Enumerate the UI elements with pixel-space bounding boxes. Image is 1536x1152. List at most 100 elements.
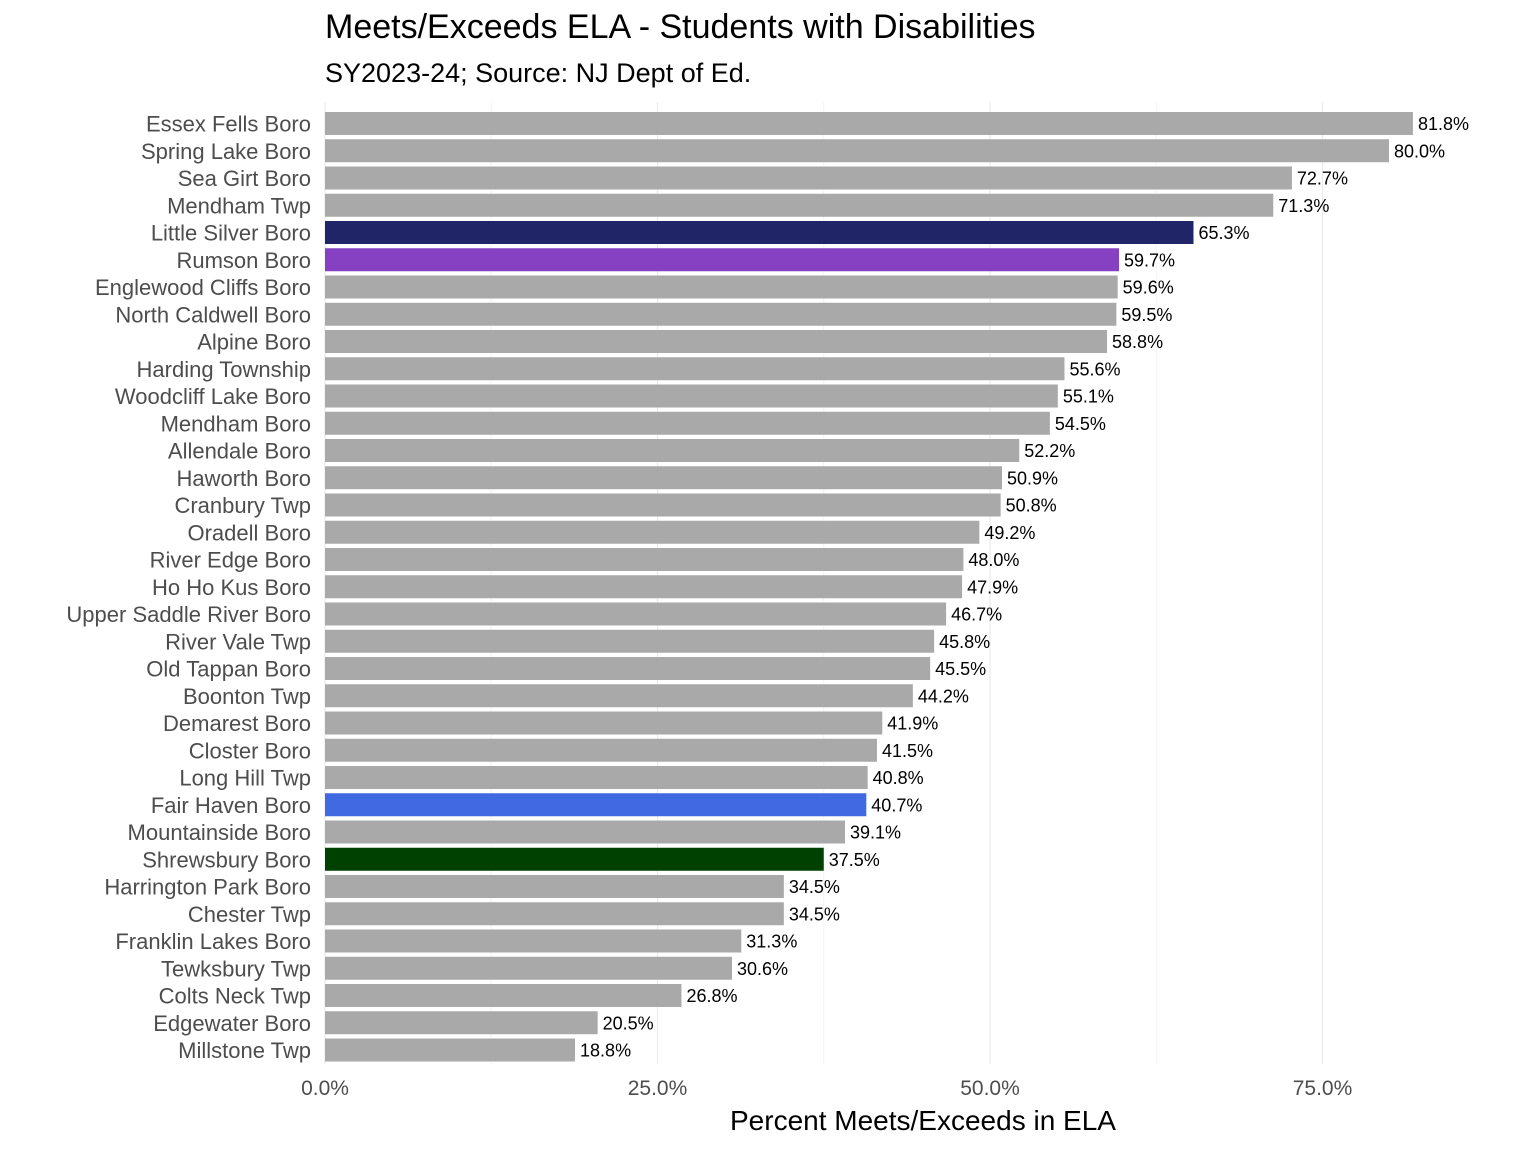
bar — [325, 493, 1001, 517]
category-label: Englewood Cliffs Boro — [95, 275, 311, 300]
category-label: Colts Neck Twp — [159, 984, 311, 1009]
bar — [325, 248, 1120, 272]
category-label: Rumson Boro — [176, 248, 311, 273]
bar — [325, 711, 883, 735]
bar — [325, 657, 931, 680]
bars — [325, 112, 1413, 1062]
bar — [325, 275, 1118, 299]
data-label: 72.7% — [1297, 169, 1348, 189]
category-label: Demarest Boro — [163, 711, 311, 736]
data-label: 26.8% — [686, 986, 737, 1006]
data-label: 40.8% — [873, 768, 924, 788]
category-label: River Vale Twp — [165, 629, 311, 654]
data-label: 31.3% — [746, 932, 797, 952]
bar — [325, 738, 877, 762]
data-label: 40.7% — [871, 795, 922, 815]
bar — [325, 193, 1274, 217]
bar — [325, 520, 980, 544]
data-label: 55.6% — [1069, 359, 1120, 379]
bar — [325, 602, 947, 626]
value-labels: 81.8% 80.0% 72.7% 71.3% 65.3% 59.7% 59.6% 59.5%… — [580, 114, 1469, 1061]
category-label: Old Tappan Boro — [146, 657, 311, 682]
category-label: Essex Fells Boro — [146, 112, 311, 137]
chart-subtitle: SY2023-24; Source: NJ Dept of Ed. — [325, 58, 752, 88]
category-label: Harding Township — [137, 357, 311, 382]
x-tick-label: 75.0% — [1293, 1077, 1353, 1100]
bar — [325, 902, 784, 926]
bar — [325, 466, 1002, 490]
data-label: 59.6% — [1123, 278, 1174, 298]
data-label: 54.5% — [1055, 414, 1106, 434]
category-label: Mendham Boro — [161, 411, 311, 436]
bar — [325, 1011, 598, 1035]
category-label: Woodcliff Lake Boro — [115, 384, 311, 409]
category-label: Millstone Twp — [178, 1038, 311, 1063]
bar — [325, 439, 1020, 462]
bar — [325, 984, 682, 1007]
bar — [325, 1038, 576, 1062]
x-axis-ticks: 0.0% 25.0% 50.0% 75.0% — [301, 1077, 1352, 1100]
bar — [325, 929, 742, 953]
category-label: Boonton Twp — [183, 684, 311, 709]
category-label: Spring Lake Boro — [141, 139, 311, 164]
bar — [325, 139, 1389, 163]
category-label: Mountainside Boro — [128, 820, 311, 845]
bar — [325, 357, 1065, 381]
data-label: 39.1% — [850, 823, 901, 843]
bar — [325, 166, 1292, 190]
category-label: Fair Haven Boro — [151, 793, 311, 818]
bar — [325, 221, 1194, 244]
data-label: 52.2% — [1024, 441, 1075, 461]
data-label: 55.1% — [1063, 387, 1114, 407]
x-tick-label: 0.0% — [301, 1077, 349, 1100]
x-tick-label: 50.0% — [960, 1077, 1020, 1100]
category-label: Chester Twp — [188, 902, 311, 927]
category-label: Alpine Boro — [197, 330, 311, 355]
category-label: Little Silver Boro — [151, 221, 311, 246]
bar — [325, 956, 732, 980]
category-label: Closter Boro — [189, 738, 311, 763]
bar — [325, 847, 824, 871]
category-label: Mendham Twp — [167, 193, 311, 218]
x-axis-title: Percent Meets/Exceeds in ELA — [730, 1105, 1116, 1136]
bar — [325, 575, 963, 599]
bar — [325, 793, 867, 817]
data-label: 45.8% — [939, 632, 990, 652]
category-label: Allendale Boro — [168, 439, 311, 464]
data-label: 65.3% — [1198, 223, 1249, 243]
data-label: 47.9% — [967, 577, 1018, 597]
bar — [325, 820, 846, 844]
category-label: Upper Saddle River Boro — [66, 602, 311, 627]
bar — [325, 766, 868, 789]
category-label: Franklin Lakes Boro — [115, 929, 311, 954]
data-label: 50.9% — [1007, 468, 1058, 488]
bar — [325, 629, 935, 653]
data-label: 81.8% — [1418, 114, 1469, 134]
data-label: 49.2% — [984, 523, 1035, 543]
chart-title: Meets/Exceeds ELA - Students with Disabi… — [325, 8, 1036, 46]
bar — [325, 384, 1058, 408]
category-label: Haworth Boro — [176, 466, 311, 491]
data-label: 58.8% — [1112, 332, 1163, 352]
data-label: 59.7% — [1124, 250, 1175, 270]
data-label: 41.5% — [882, 741, 933, 761]
data-label: 44.2% — [918, 686, 969, 706]
data-label: 46.7% — [951, 605, 1002, 625]
data-label: 71.3% — [1278, 196, 1329, 216]
data-label: 45.5% — [935, 659, 986, 679]
bar — [325, 684, 913, 708]
data-label: 41.9% — [887, 714, 938, 734]
data-label: 20.5% — [603, 1013, 654, 1033]
bar — [325, 875, 784, 898]
category-label: Shrewsbury Boro — [142, 847, 311, 872]
category-label: Oradell Boro — [187, 520, 311, 545]
data-label: 34.5% — [789, 877, 840, 897]
category-label: Harrington Park Boro — [104, 875, 311, 900]
data-label: 18.8% — [580, 1041, 631, 1061]
category-label: River Edge Boro — [150, 548, 311, 573]
data-label: 37.5% — [829, 850, 880, 870]
category-label: Long Hill Twp — [179, 766, 311, 791]
category-label: Ho Ho Kus Boro — [152, 575, 311, 600]
